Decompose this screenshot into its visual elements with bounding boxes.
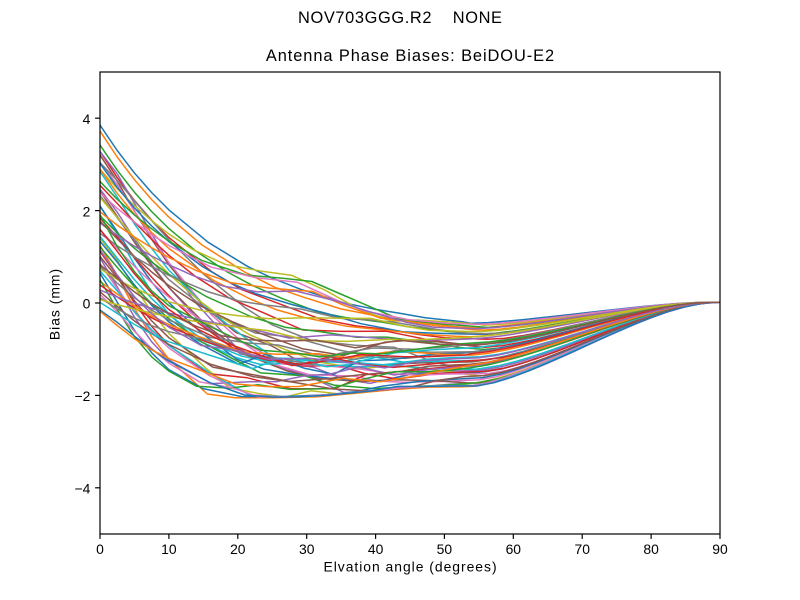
svg-text:4: 4 xyxy=(83,111,91,127)
svg-text:60: 60 xyxy=(506,541,522,557)
svg-text:2: 2 xyxy=(83,203,91,219)
svg-text:NOV703GGG.R2 NONE: NOV703GGG.R2 NONE xyxy=(298,9,503,27)
svg-text:90: 90 xyxy=(712,541,728,557)
svg-text:80: 80 xyxy=(643,541,659,557)
svg-text:Antenna Phase Biases: BeiDOU-E: Antenna Phase Biases: BeiDOU-E2 xyxy=(266,47,555,65)
svg-text:−4: −4 xyxy=(74,481,90,497)
svg-text:0: 0 xyxy=(83,296,91,312)
svg-text:0: 0 xyxy=(96,541,104,557)
svg-text:10: 10 xyxy=(161,541,177,557)
svg-text:50: 50 xyxy=(437,541,453,557)
svg-text:40: 40 xyxy=(368,541,384,557)
svg-text:20: 20 xyxy=(230,541,246,557)
svg-text:30: 30 xyxy=(299,541,315,557)
svg-text:Elvation angle (degrees): Elvation angle (degrees) xyxy=(323,559,497,575)
svg-text:Bias (mm): Bias (mm) xyxy=(47,268,63,340)
svg-text:−2: −2 xyxy=(74,388,90,404)
svg-text:70: 70 xyxy=(574,541,590,557)
